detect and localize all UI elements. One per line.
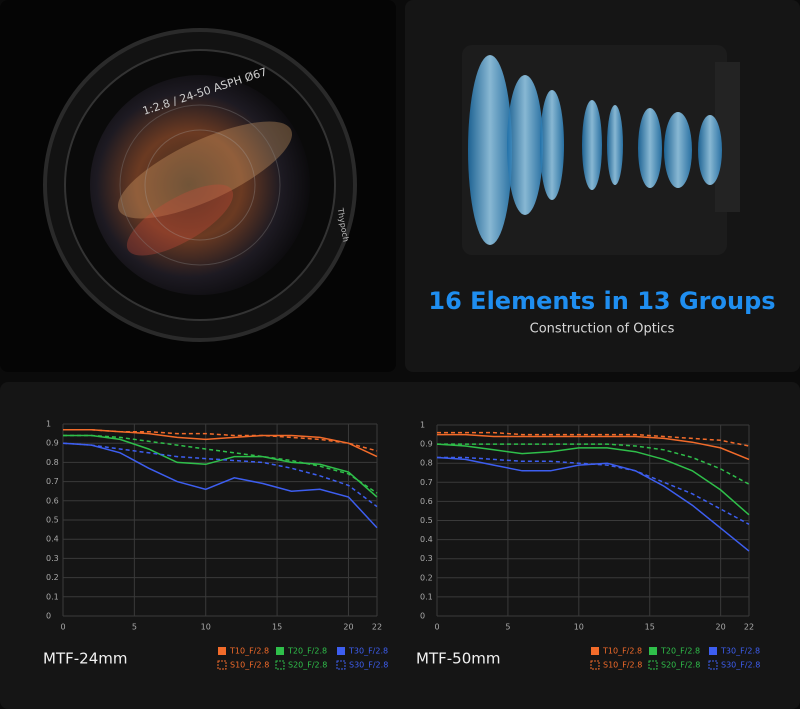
x-tick-label: 15 [272, 623, 282, 632]
x-tick-label: 5 [132, 623, 137, 632]
x-tick-label: 10 [574, 623, 584, 632]
mtf-line [437, 456, 750, 525]
y-tick-label: 0.7 [46, 477, 59, 486]
mtf-line [62, 442, 378, 529]
lens-front-illustration [43, 28, 357, 342]
y-tick-label: 1 [46, 420, 51, 429]
legend-swatch [337, 647, 345, 655]
mtf-line [437, 433, 750, 461]
legend-swatch [336, 660, 346, 670]
legend-label: S30_F/2.8 [721, 661, 760, 670]
legend-label: T30_F/2.8 [348, 647, 388, 656]
legend-swatch [708, 660, 718, 670]
y-tick-label: 0.4 [420, 535, 433, 544]
x-tick-label: 22 [744, 623, 754, 632]
y-tick-label: 0.9 [420, 440, 433, 449]
legend-label: S10_F/2.8 [603, 661, 642, 670]
x-tick-label: 0 [434, 623, 439, 632]
legend-swatch [218, 647, 226, 655]
optics-headline: 16 Elements in 13 Groups [428, 287, 775, 315]
x-tick-label: 0 [60, 623, 65, 632]
y-tick-label: 0.8 [420, 459, 433, 468]
legend-swatch [709, 647, 717, 655]
x-tick-label: 5 [505, 623, 510, 632]
y-tick-label: 0.9 [46, 439, 59, 448]
legend-label: T10_F/2.8 [229, 647, 269, 656]
y-tick-label: 0.7 [420, 478, 433, 487]
mtf-line [436, 443, 750, 516]
x-tick-label: 20 [716, 623, 726, 632]
y-tick-label: 1 [420, 421, 425, 430]
lens-cutaway-illustration [462, 45, 740, 255]
y-tick-label: 0.6 [46, 496, 59, 505]
y-tick-label: 0 [420, 612, 425, 621]
legend-swatch [276, 647, 284, 655]
y-tick-label: 0.2 [420, 573, 433, 582]
optics-subheadline: Construction of Optics [530, 322, 675, 337]
legend-label: S10_F/2.8 [230, 661, 269, 670]
y-tick-label: 0.3 [420, 554, 433, 563]
mtf-line [63, 434, 378, 494]
y-tick-label: 0.2 [46, 573, 59, 582]
legend-swatch [275, 660, 285, 670]
y-tick-label: 0.1 [46, 592, 59, 601]
x-tick-label: 20 [343, 623, 353, 632]
mtf-line [62, 442, 378, 508]
mtf-line [63, 434, 378, 498]
mtf-line [437, 443, 750, 485]
legend-label: S20_F/2.8 [661, 661, 700, 670]
y-tick-label: 0.1 [420, 592, 433, 601]
y-tick-label: 0.3 [46, 554, 59, 563]
charts: 00.10.20.30.40.50.60.70.80.910 5 10 15 20 22M… [43, 420, 760, 670]
x-tick-label: 22 [372, 623, 382, 632]
legend-swatch [590, 660, 600, 670]
y-tick-label: 0.5 [420, 516, 433, 525]
legend-label: T20_F/2.8 [660, 647, 700, 656]
legend-label: S20_F/2.8 [288, 661, 327, 670]
chart-title: MTF-24mm [43, 650, 127, 668]
legend-label: T30_F/2.8 [720, 647, 760, 656]
y-tick-label: 0.8 [46, 458, 59, 467]
chart-title: MTF-50mm [416, 650, 500, 668]
mtf-line [437, 431, 750, 447]
mtf-line [63, 429, 378, 452]
legend-swatch [648, 660, 658, 670]
legend-swatch [217, 660, 227, 670]
legend-swatch [649, 647, 657, 655]
legend-label: T20_F/2.8 [287, 647, 327, 656]
legend-swatch [591, 647, 599, 655]
y-tick-label: 0.4 [46, 535, 59, 544]
legend-label: S30_F/2.8 [349, 661, 388, 670]
x-tick-label: 15 [645, 623, 655, 632]
y-tick-label: 0.6 [420, 497, 433, 506]
y-tick-label: 0.5 [46, 516, 59, 525]
legend-label: T10_F/2.8 [602, 647, 642, 656]
x-tick-label: 10 [201, 623, 211, 632]
y-tick-label: 0 [46, 612, 51, 621]
